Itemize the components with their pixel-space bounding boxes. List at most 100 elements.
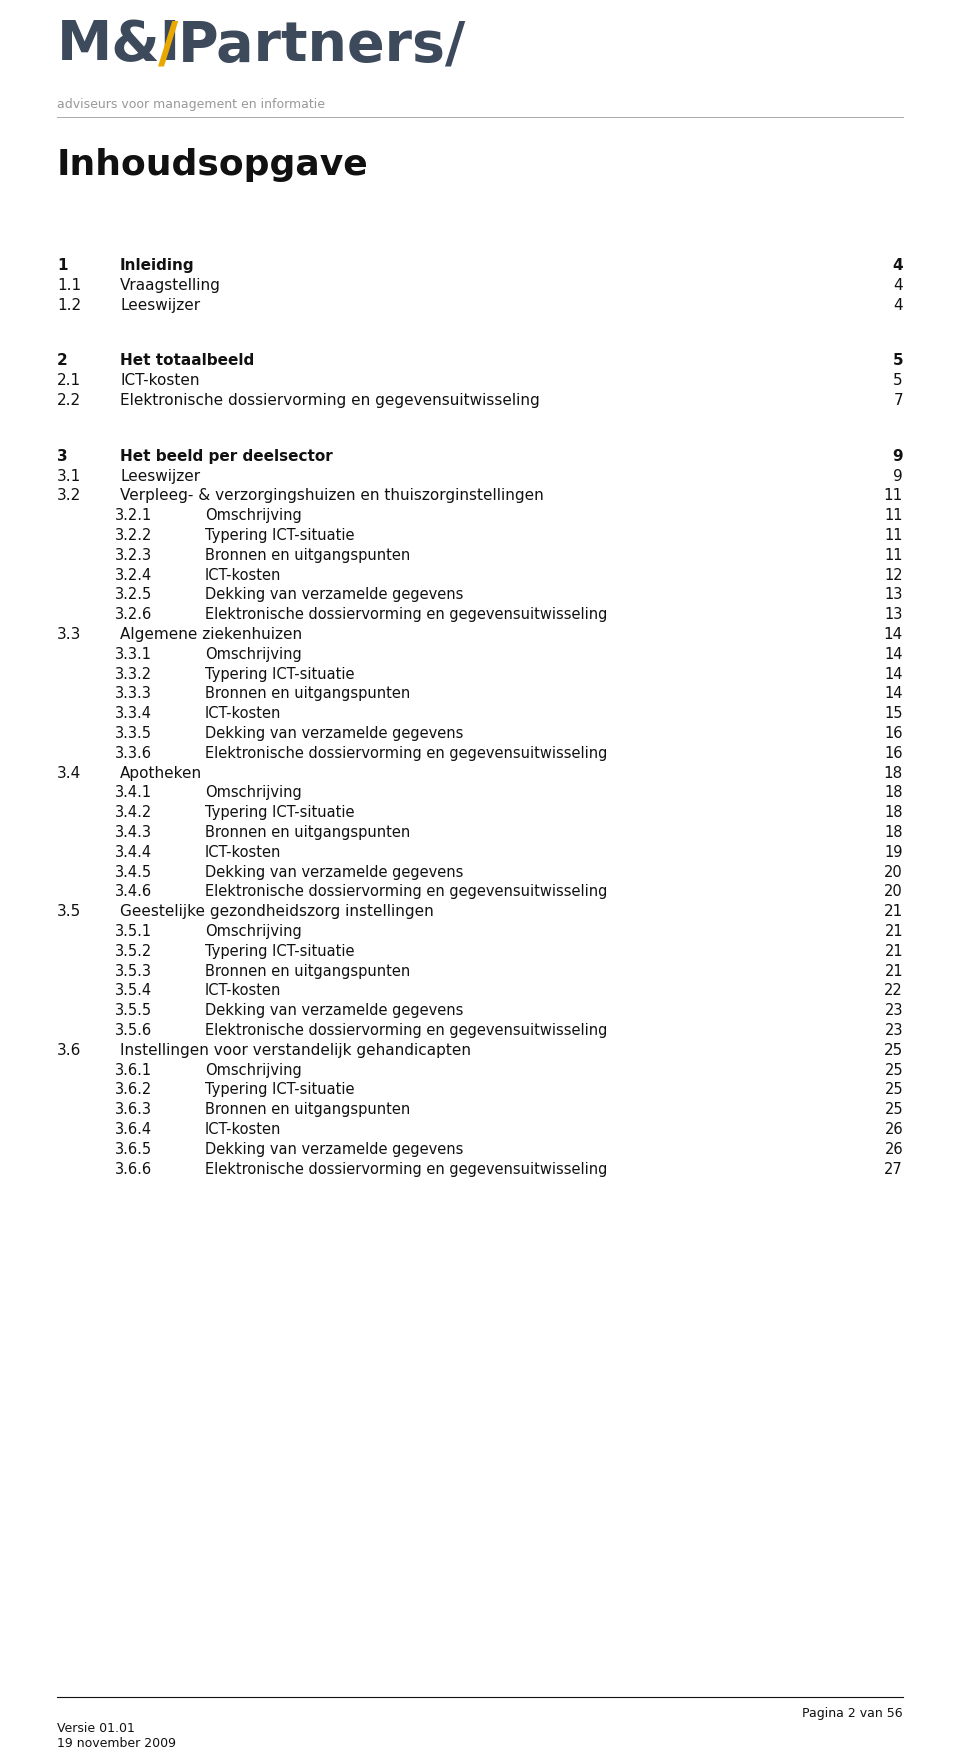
Text: 3.2.3: 3.2.3 bbox=[115, 548, 152, 563]
Text: 3.6.5: 3.6.5 bbox=[115, 1143, 152, 1157]
Text: 3.6.1: 3.6.1 bbox=[115, 1062, 152, 1078]
Text: 14: 14 bbox=[884, 667, 903, 681]
Text: 19 november 2009: 19 november 2009 bbox=[57, 1737, 176, 1750]
Text: Typering ICT-situatie: Typering ICT-situatie bbox=[205, 667, 354, 681]
Text: Elektronische dossiervorming en gegevensuitwisseling: Elektronische dossiervorming en gegevens… bbox=[205, 1162, 608, 1176]
Text: 3.4.5: 3.4.5 bbox=[115, 865, 152, 879]
Text: 3.5.5: 3.5.5 bbox=[115, 1004, 152, 1018]
Text: 3.3: 3.3 bbox=[57, 627, 82, 642]
Text: Bronnen en uitgangspunten: Bronnen en uitgangspunten bbox=[205, 963, 410, 979]
Text: 25: 25 bbox=[884, 1042, 903, 1058]
Text: Omschrijving: Omschrijving bbox=[205, 1062, 301, 1078]
Text: 3.5.3: 3.5.3 bbox=[115, 963, 152, 979]
Text: Dekking van verzamelde gegevens: Dekking van verzamelde gegevens bbox=[205, 1143, 464, 1157]
Text: 3.3.6: 3.3.6 bbox=[115, 746, 152, 762]
Text: Typering ICT-situatie: Typering ICT-situatie bbox=[205, 806, 354, 820]
Text: Dekking van verzamelde gegevens: Dekking van verzamelde gegevens bbox=[205, 865, 464, 879]
Text: 3.4: 3.4 bbox=[57, 765, 82, 781]
Text: 16: 16 bbox=[884, 727, 903, 741]
Text: 9: 9 bbox=[893, 449, 903, 463]
Text: Verpleeg- & verzorgingshuizen en thuiszorginstellingen: Verpleeg- & verzorgingshuizen en thuiszo… bbox=[120, 488, 543, 504]
Text: 3.2.4: 3.2.4 bbox=[115, 567, 153, 583]
Text: ICT-kosten: ICT-kosten bbox=[205, 1121, 281, 1137]
Text: 25: 25 bbox=[884, 1102, 903, 1118]
Text: 3.5.4: 3.5.4 bbox=[115, 983, 152, 999]
Text: Typering ICT-situatie: Typering ICT-situatie bbox=[205, 1083, 354, 1097]
Text: 26: 26 bbox=[884, 1121, 903, 1137]
Text: 18: 18 bbox=[884, 786, 903, 800]
Text: 3.4.3: 3.4.3 bbox=[115, 825, 152, 841]
Text: 3.3.4: 3.3.4 bbox=[115, 706, 152, 721]
Text: 3.5: 3.5 bbox=[57, 904, 82, 920]
Text: 4: 4 bbox=[893, 258, 903, 274]
Text: Bronnen en uitgangspunten: Bronnen en uitgangspunten bbox=[205, 1102, 410, 1118]
Text: 1.2: 1.2 bbox=[57, 298, 82, 312]
Text: Partners/: Partners/ bbox=[178, 18, 467, 72]
Text: Elektronische dossiervorming en gegevensuitwisseling: Elektronische dossiervorming en gegevens… bbox=[120, 393, 540, 407]
Text: ICT-kosten: ICT-kosten bbox=[205, 844, 281, 860]
Text: 2: 2 bbox=[57, 353, 68, 369]
Text: 3.1: 3.1 bbox=[57, 469, 82, 484]
Text: 26: 26 bbox=[884, 1143, 903, 1157]
Text: Instellingen voor verstandelijk gehandicapten: Instellingen voor verstandelijk gehandic… bbox=[120, 1042, 471, 1058]
Text: 20: 20 bbox=[884, 885, 903, 899]
Text: 3.6: 3.6 bbox=[57, 1042, 82, 1058]
Text: 19: 19 bbox=[884, 844, 903, 860]
Text: 3.2.1: 3.2.1 bbox=[115, 509, 153, 523]
Text: Dekking van verzamelde gegevens: Dekking van verzamelde gegevens bbox=[205, 1004, 464, 1018]
Text: Leeswijzer: Leeswijzer bbox=[120, 298, 200, 312]
Text: 3.4.1: 3.4.1 bbox=[115, 786, 152, 800]
Text: 14: 14 bbox=[884, 627, 903, 642]
Text: ICT-kosten: ICT-kosten bbox=[205, 983, 281, 999]
Text: M&I: M&I bbox=[57, 18, 181, 72]
Text: 3.2: 3.2 bbox=[57, 488, 82, 504]
Text: 3.3.3: 3.3.3 bbox=[115, 686, 152, 702]
Text: 5: 5 bbox=[893, 353, 903, 369]
Text: 20: 20 bbox=[884, 865, 903, 879]
Text: 21: 21 bbox=[884, 963, 903, 979]
Text: Apotheken: Apotheken bbox=[120, 765, 203, 781]
Text: 3.5.2: 3.5.2 bbox=[115, 944, 153, 958]
Text: Omschrijving: Omschrijving bbox=[205, 648, 301, 662]
Text: 3.4.2: 3.4.2 bbox=[115, 806, 153, 820]
Text: Dekking van verzamelde gegevens: Dekking van verzamelde gegevens bbox=[205, 727, 464, 741]
Text: Vraagstelling: Vraagstelling bbox=[120, 277, 221, 293]
Text: 4: 4 bbox=[894, 298, 903, 312]
Text: Elektronische dossiervorming en gegevensuitwisseling: Elektronische dossiervorming en gegevens… bbox=[205, 1023, 608, 1037]
Text: 3.3.1: 3.3.1 bbox=[115, 648, 152, 662]
Text: Pagina 2 van 56: Pagina 2 van 56 bbox=[803, 1708, 903, 1720]
Text: 11: 11 bbox=[884, 509, 903, 523]
Text: 11: 11 bbox=[884, 488, 903, 504]
Text: Elektronische dossiervorming en gegevensuitwisseling: Elektronische dossiervorming en gegevens… bbox=[205, 607, 608, 623]
Text: 14: 14 bbox=[884, 686, 903, 702]
Text: 16: 16 bbox=[884, 746, 903, 762]
Text: Bronnen en uitgangspunten: Bronnen en uitgangspunten bbox=[205, 825, 410, 841]
Text: 4: 4 bbox=[894, 277, 903, 293]
Text: 11: 11 bbox=[884, 528, 903, 542]
Text: 3.6.4: 3.6.4 bbox=[115, 1121, 152, 1137]
Text: ICT-kosten: ICT-kosten bbox=[205, 706, 281, 721]
Text: Versie 01.01: Versie 01.01 bbox=[57, 1722, 134, 1736]
Text: adviseurs voor management en informatie: adviseurs voor management en informatie bbox=[57, 98, 325, 111]
Text: 15: 15 bbox=[884, 706, 903, 721]
Text: ICT-kosten: ICT-kosten bbox=[205, 567, 281, 583]
Text: 3.6.2: 3.6.2 bbox=[115, 1083, 153, 1097]
Text: 1: 1 bbox=[57, 258, 67, 274]
Text: Bronnen en uitgangspunten: Bronnen en uitgangspunten bbox=[205, 548, 410, 563]
Text: Dekking van verzamelde gegevens: Dekking van verzamelde gegevens bbox=[205, 588, 464, 602]
Text: Geestelijke gezondheidszorg instellingen: Geestelijke gezondheidszorg instellingen bbox=[120, 904, 434, 920]
Text: 18: 18 bbox=[884, 825, 903, 841]
Text: 5: 5 bbox=[894, 374, 903, 388]
Text: Algemene ziekenhuizen: Algemene ziekenhuizen bbox=[120, 627, 302, 642]
Text: 3.2.6: 3.2.6 bbox=[115, 607, 153, 623]
Text: Typering ICT-situatie: Typering ICT-situatie bbox=[205, 528, 354, 542]
Text: Het beeld per deelsector: Het beeld per deelsector bbox=[120, 449, 333, 463]
Text: 25: 25 bbox=[884, 1083, 903, 1097]
Text: 3.4.4: 3.4.4 bbox=[115, 844, 152, 860]
Text: Elektronische dossiervorming en gegevensuitwisseling: Elektronische dossiervorming en gegevens… bbox=[205, 885, 608, 899]
Text: 11: 11 bbox=[884, 548, 903, 563]
Text: 14: 14 bbox=[884, 648, 903, 662]
Text: 3.6.6: 3.6.6 bbox=[115, 1162, 152, 1176]
Text: 3.2.2: 3.2.2 bbox=[115, 528, 153, 542]
Text: Omschrijving: Omschrijving bbox=[205, 923, 301, 939]
